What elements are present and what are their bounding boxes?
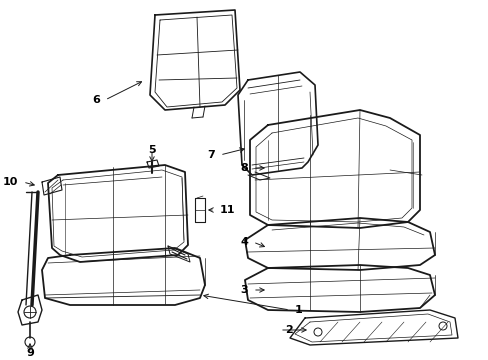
Text: 9: 9 [26,348,34,358]
Text: 3: 3 [240,285,247,295]
Text: 7: 7 [207,150,215,160]
Text: 1: 1 [294,305,302,315]
Text: 11: 11 [220,205,235,215]
Text: 4: 4 [240,237,247,247]
Text: 2: 2 [285,325,292,335]
Text: 5: 5 [148,145,156,155]
Text: 10: 10 [2,177,18,187]
Text: 8: 8 [240,163,247,173]
Text: 6: 6 [92,95,100,105]
